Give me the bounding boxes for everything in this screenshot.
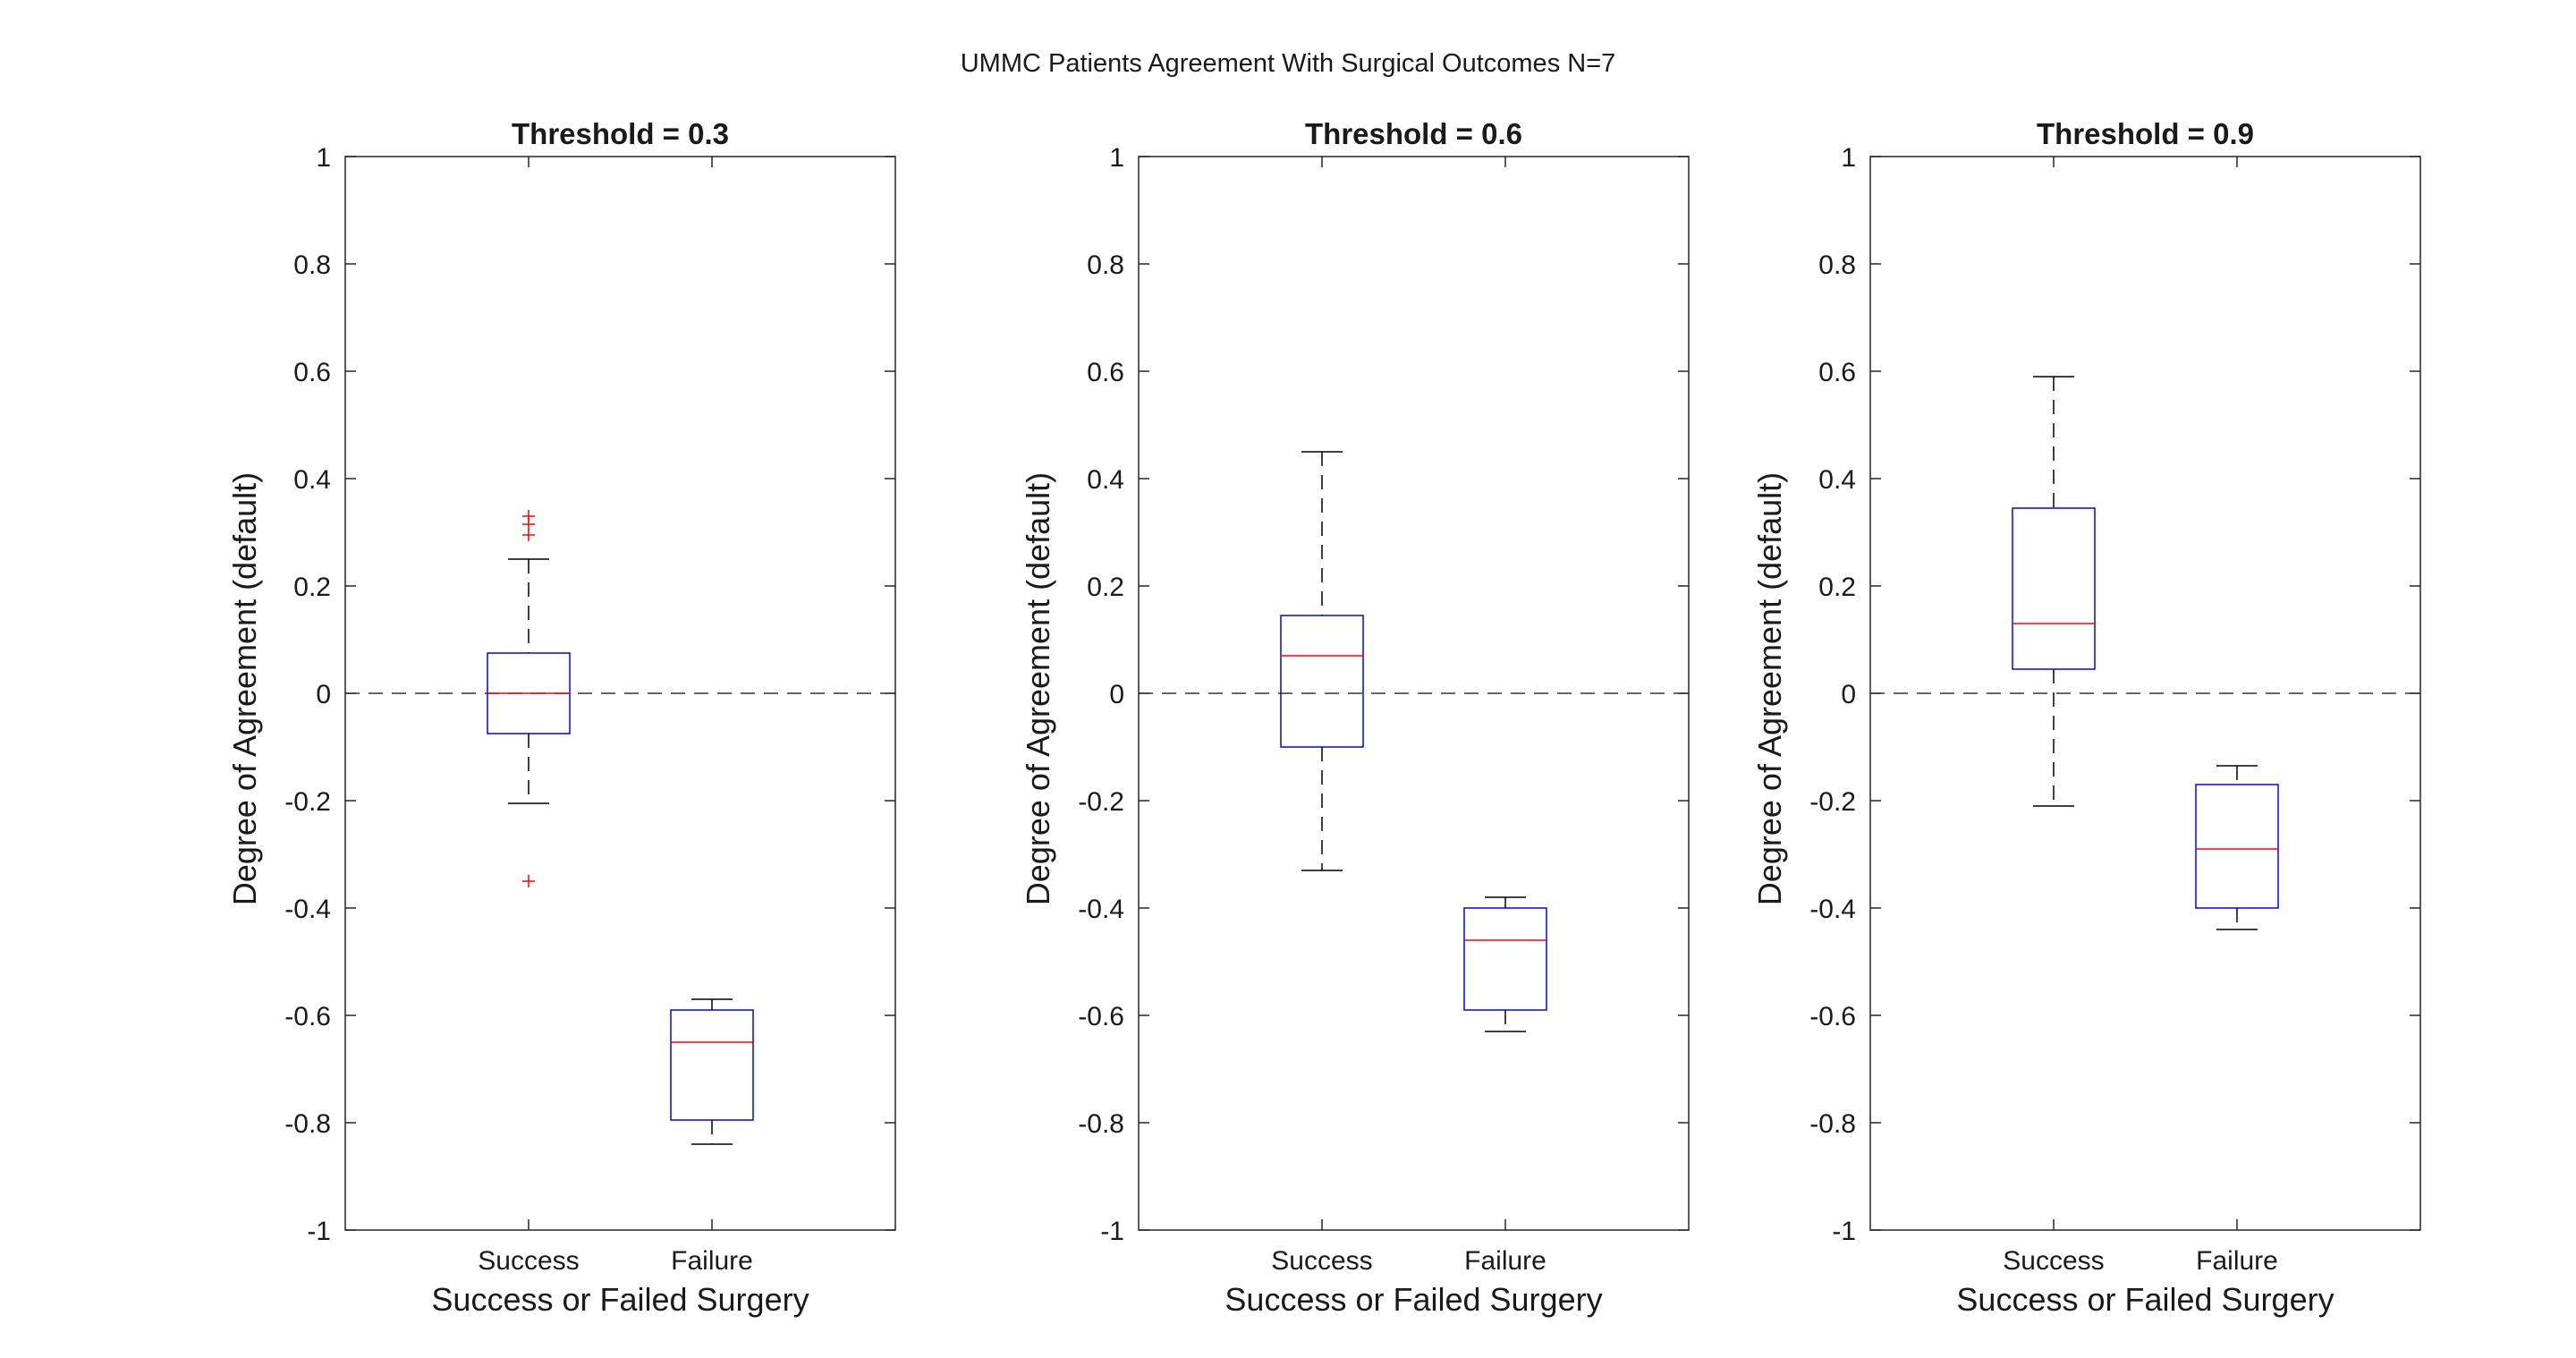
box-failure [670, 998, 754, 1145]
y-tick-label: 0.2 [1818, 573, 1856, 602]
x-tick-label: Failure [671, 1246, 753, 1276]
y-tick-label: -0.4 [1078, 895, 1124, 924]
y-tick-label: -0.2 [1809, 787, 1856, 817]
chart-panel-3: 1 0.8 0.6 0.4 0.2 0 -0.2 -0.4 -0.6 -0.8 -1 Success F… [1751, 117, 2421, 1318]
panel-title: Threshold = 0.6 [1305, 117, 1522, 150]
box-failure [1463, 896, 1547, 1032]
y-axis-label: Degree of Agreement (default) [226, 472, 263, 905]
y-tick-label: -0.4 [284, 895, 331, 924]
y-tick-label: 0.4 [1087, 465, 1124, 495]
panels: 1 0.8 0.6 0.4 0.2 0 -0.2 -0.4 -0.6 -0.8 -1 Success F… [226, 117, 2421, 1318]
y-tick-label: -1 [307, 1217, 331, 1246]
panel-title: Threshold = 0.9 [2037, 117, 2254, 150]
x-axis-label: Success or Failed Surgery [1956, 1281, 2334, 1318]
y-tick-label: 0.4 [1818, 465, 1856, 495]
y-tick-label: 0 [1109, 680, 1124, 709]
outlier-marker [522, 518, 535, 530]
interquartile-box [1280, 615, 1364, 748]
box-success [1280, 451, 1364, 871]
interquartile-box [1463, 907, 1547, 1011]
outlier-marker [522, 875, 535, 887]
y-tick-label: -0.6 [284, 1002, 331, 1031]
chart-panel-2: 1 0.8 0.6 0.4 0.2 0 -0.2 -0.4 -0.6 -0.8 -1 Success F… [1020, 117, 1690, 1318]
interquartile-box [2195, 784, 2279, 909]
box-success [2012, 376, 2096, 807]
interquartile-box [670, 1009, 754, 1121]
y-tick-label: -0.6 [1078, 1002, 1124, 1031]
x-tick-label: Failure [2196, 1246, 2278, 1276]
y-tick-label: 0.8 [1087, 250, 1124, 280]
y-tick-label: -0.8 [1078, 1109, 1124, 1139]
y-tick-label: 0.8 [293, 250, 331, 280]
y-tick-label: 1 [1841, 143, 1856, 173]
outlier-marker [522, 529, 535, 541]
x-axis-label: Success or Failed Surgery [1224, 1281, 1602, 1318]
y-tick-label: -0.2 [1078, 787, 1124, 817]
y-tick-label: 1 [316, 143, 331, 173]
y-tick-label: -0.2 [284, 787, 331, 817]
box-failure [2195, 765, 2279, 930]
interquartile-box [2012, 507, 2096, 670]
y-axis-label: Degree of Agreement (default) [1751, 472, 1788, 905]
x-tick-label: Success [1271, 1246, 1372, 1276]
y-tick-label: 1 [1109, 143, 1124, 173]
x-tick-label: Success [478, 1246, 579, 1276]
y-tick-label: 0.6 [1087, 358, 1124, 387]
y-tick-label: 0.6 [1818, 358, 1856, 387]
x-tick-label: Success [2003, 1246, 2104, 1276]
figure-suptitle: UMMC Patients Agreement With Surgical Ou… [961, 49, 1616, 78]
y-tick-label: -0.6 [1809, 1002, 1856, 1031]
chart-panel-1: 1 0.8 0.6 0.4 0.2 0 -0.2 -0.4 -0.6 -0.8 -1 Success F… [226, 117, 896, 1318]
y-axis-label: Degree of Agreement (default) [1020, 472, 1056, 905]
box-success [487, 510, 571, 887]
y-tick-label: -1 [1100, 1217, 1124, 1246]
y-tick-label: -0.8 [284, 1109, 331, 1139]
x-tick-label: Failure [1464, 1246, 1546, 1276]
panel-title: Threshold = 0.3 [512, 117, 729, 150]
y-tick-label: -0.4 [1809, 895, 1856, 924]
y-tick-label: 0.2 [293, 573, 331, 602]
y-tick-label: 0.2 [1087, 573, 1124, 602]
y-tick-label: 0.6 [293, 358, 331, 387]
x-axis-label: Success or Failed Surgery [431, 1281, 809, 1318]
y-tick-label: 0.4 [293, 465, 331, 495]
y-tick-label: 0.8 [1818, 250, 1856, 280]
y-tick-label: 0 [316, 680, 331, 709]
y-tick-label: 0 [1841, 680, 1856, 709]
y-tick-label: -0.8 [1809, 1109, 1856, 1139]
y-tick-label: -1 [1832, 1217, 1856, 1246]
